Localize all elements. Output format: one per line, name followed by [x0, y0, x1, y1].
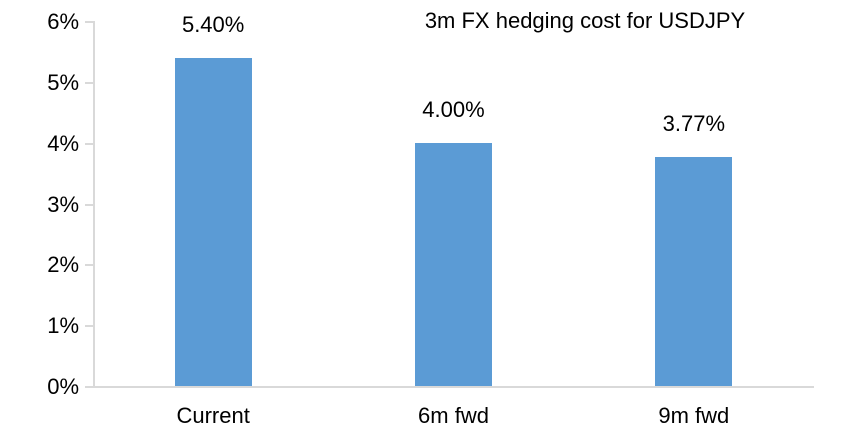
bar-value-label: 3.77%	[662, 110, 726, 136]
y-axis-tick-mark	[85, 142, 93, 145]
bar-value-label: 4.00%	[422, 96, 485, 122]
y-axis-tick-label: 0%	[47, 374, 79, 399]
y-axis-tick-label: 6%	[47, 9, 79, 34]
bar	[174, 57, 252, 386]
x-axis-category-label: 6m fwd	[418, 403, 489, 428]
y-axis-tick-label: 4%	[47, 130, 79, 156]
y-axis-tick-mark	[85, 325, 93, 328]
x-axis-category-label: Current	[176, 403, 250, 428]
y-axis-tick-label: 5%	[47, 69, 79, 95]
x-axis-line	[93, 386, 814, 388]
y-axis-tick-mark	[85, 21, 93, 23]
y-axis-tick-mark	[85, 386, 93, 388]
bar	[655, 156, 733, 386]
y-axis-tick-mark	[85, 264, 93, 267]
y-axis-tick-label: 3%	[47, 191, 79, 217]
y-axis-tick-label: 1%	[47, 313, 79, 339]
chart-title: 3m FX hedging cost for USDJPY	[424, 8, 746, 33]
y-axis-tick-mark	[85, 81, 93, 84]
y-axis-tick-label: 2%	[47, 252, 79, 278]
y-axis-line	[93, 21, 95, 388]
y-axis-tick-mark	[85, 203, 93, 206]
bar	[415, 142, 492, 386]
x-axis-category-label: 9m fwd	[658, 403, 730, 428]
bar-value-label: 5.40%	[181, 11, 245, 37]
